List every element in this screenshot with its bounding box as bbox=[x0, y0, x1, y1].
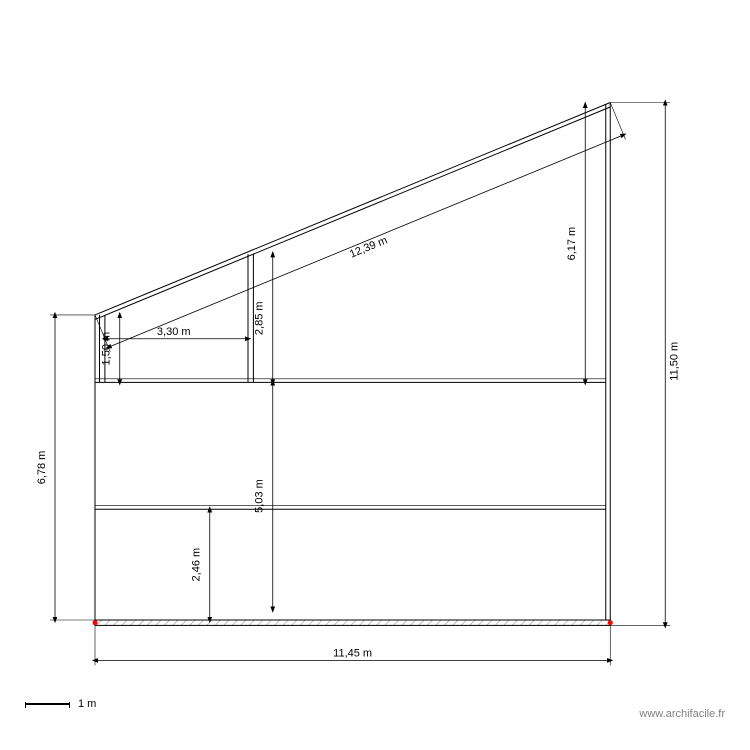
dim-label: 12,39 m bbox=[348, 234, 389, 260]
scale-label: 1 m bbox=[78, 698, 96, 710]
dim-label: 5,03 m bbox=[254, 479, 266, 513]
marker-left bbox=[93, 620, 98, 625]
dim-label: 1,50 m bbox=[101, 332, 113, 366]
roof-bottom bbox=[95, 107, 610, 319]
roof-top bbox=[95, 103, 610, 315]
drawing-canvas: 11,45 m 11,50 m 6,17 m 6,78 m 1,50 m 3,30 m 2,… bbox=[0, 0, 750, 750]
dim-label: 6,78 m bbox=[36, 451, 48, 485]
marker-right bbox=[608, 620, 613, 625]
ground-slab bbox=[95, 620, 610, 625]
footer-text: www.archifacile.fr bbox=[639, 708, 725, 720]
footer: www.archifacile.fr bbox=[639, 708, 725, 720]
dim-label: 3,30 m bbox=[157, 326, 191, 338]
dim-label: 11,50 m bbox=[668, 342, 680, 381]
dim-label: 2,46 m bbox=[191, 548, 203, 582]
scale-indicator: 1 m bbox=[25, 698, 96, 710]
dim-label: 2,85 m bbox=[254, 301, 266, 335]
dim-label: 6,17 m bbox=[566, 227, 578, 261]
dim-label: 11,45 m bbox=[333, 647, 372, 659]
